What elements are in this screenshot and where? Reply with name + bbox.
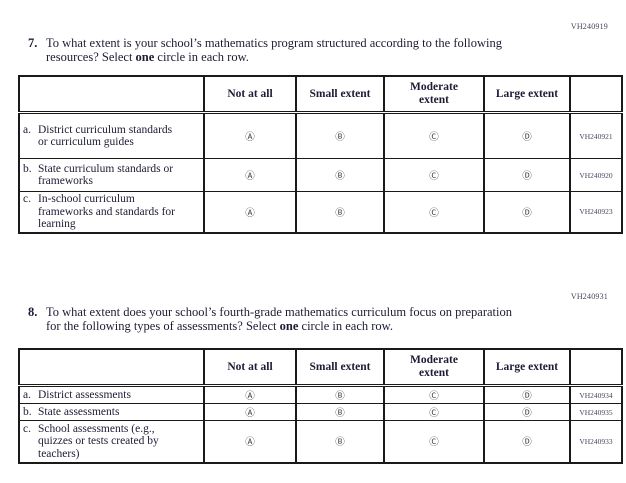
option-circle-a[interactable]: Ⓐ bbox=[203, 158, 297, 192]
circled-a-icon: Ⓐ bbox=[245, 172, 255, 182]
question-8-code: VH240931 bbox=[570, 292, 608, 301]
option-circle-c[interactable]: Ⓒ bbox=[383, 403, 485, 421]
option-circle-d[interactable]: Ⓓ bbox=[483, 158, 571, 192]
row-label-cell: b. State curriculum standards or framewor… bbox=[18, 158, 205, 192]
table-row: b. State curriculum standards or framewor… bbox=[18, 158, 623, 192]
circled-c-icon: Ⓒ bbox=[429, 133, 439, 143]
header-not-at-all: Not at all bbox=[203, 348, 297, 387]
circled-b-icon: Ⓑ bbox=[335, 409, 345, 419]
row-label-cell: b. State assessments bbox=[18, 403, 205, 421]
option-circle-c[interactable]: Ⓒ bbox=[383, 385, 485, 404]
table-row: a. District assessments Ⓐ Ⓑ Ⓒ Ⓓ VH240934 bbox=[18, 385, 623, 404]
row-label-cell: a. District assessments bbox=[18, 385, 205, 404]
circled-a-icon: Ⓐ bbox=[245, 409, 255, 419]
header-large-extent: Large extent bbox=[483, 348, 571, 387]
circled-d-icon: Ⓓ bbox=[522, 438, 532, 449]
header-moderate-extent: Moderate extent bbox=[383, 75, 485, 114]
circled-b-icon: Ⓑ bbox=[335, 133, 345, 143]
option-circle-b[interactable]: Ⓑ bbox=[295, 403, 385, 421]
row-code: VH240933 bbox=[569, 420, 623, 463]
circled-c-icon: Ⓒ bbox=[429, 392, 439, 402]
empty-header-code-cell bbox=[569, 348, 623, 387]
empty-header-cell bbox=[18, 348, 205, 387]
option-circle-c[interactable]: Ⓒ bbox=[383, 191, 485, 233]
option-circle-d[interactable]: Ⓓ bbox=[483, 191, 571, 233]
circled-b-icon: Ⓑ bbox=[335, 172, 345, 182]
circled-d-icon: Ⓓ bbox=[522, 172, 532, 182]
header-small-extent: Small extent bbox=[295, 75, 385, 114]
circled-d-icon: Ⓓ bbox=[522, 409, 532, 419]
header-not-at-all: Not at all bbox=[203, 75, 297, 114]
row-label-cell: c. School assessments (e.g., quizzes or t… bbox=[18, 420, 205, 463]
question-7-code: VH240919 bbox=[570, 22, 608, 31]
question-7-number: 7. bbox=[28, 36, 38, 50]
circled-b-icon: Ⓑ bbox=[335, 208, 345, 219]
question-7-table: Not at all Small extent Moderate extent … bbox=[18, 75, 623, 234]
circled-a-icon: Ⓐ bbox=[245, 208, 255, 219]
header-moderate-extent: Moderate extent bbox=[383, 348, 485, 387]
option-circle-b[interactable]: Ⓑ bbox=[295, 385, 385, 404]
option-circle-b[interactable]: Ⓑ bbox=[295, 158, 385, 192]
question-7: 7. To what extent is your school’s mathe… bbox=[28, 36, 514, 64]
option-circle-a[interactable]: Ⓐ bbox=[203, 385, 297, 404]
option-circle-c[interactable]: Ⓒ bbox=[383, 420, 485, 463]
question-8: 8. To what extent does your school’s fou… bbox=[28, 305, 514, 333]
table-row: b. State assessments Ⓐ Ⓑ Ⓒ Ⓓ VH240935 bbox=[18, 403, 623, 421]
option-circle-a[interactable]: Ⓐ bbox=[203, 191, 297, 233]
option-circle-b[interactable]: Ⓑ bbox=[295, 191, 385, 233]
option-circle-d[interactable]: Ⓓ bbox=[483, 403, 571, 421]
question-8-text-bold: one bbox=[279, 319, 299, 333]
question-7-text-bold: one bbox=[135, 50, 155, 64]
empty-header-cell bbox=[18, 75, 205, 114]
question-7-text-part2: circle in each row. bbox=[154, 50, 249, 64]
circled-c-icon: Ⓒ bbox=[429, 438, 439, 449]
table-row: a. District curriculum standards or curri… bbox=[18, 112, 623, 159]
option-circle-a[interactable]: Ⓐ bbox=[203, 403, 297, 421]
question-8-text-part2: circle in each row. bbox=[298, 319, 394, 333]
circled-c-icon: Ⓒ bbox=[429, 208, 439, 219]
header-large-extent: Large extent bbox=[483, 75, 571, 114]
question-8-number: 8. bbox=[28, 305, 38, 319]
circled-a-icon: Ⓐ bbox=[245, 133, 255, 143]
option-circle-c[interactable]: Ⓒ bbox=[383, 158, 485, 192]
row-code: VH240934 bbox=[569, 385, 623, 404]
header-small-extent: Small extent bbox=[295, 348, 385, 387]
question-8-table: Not at all Small extent Moderate extent … bbox=[18, 348, 623, 464]
circled-b-icon: Ⓑ bbox=[335, 392, 345, 402]
option-circle-a[interactable]: Ⓐ bbox=[203, 420, 297, 463]
circled-d-icon: Ⓓ bbox=[522, 392, 532, 402]
question-8-text-part1: To what extent does your school’s fourth… bbox=[46, 305, 512, 333]
row-code: VH240921 bbox=[569, 112, 623, 159]
table-row: c. School assessments (e.g., quizzes or t… bbox=[18, 420, 623, 463]
option-circle-a[interactable]: Ⓐ bbox=[203, 112, 297, 159]
circled-c-icon: Ⓒ bbox=[429, 172, 439, 182]
option-circle-c[interactable]: Ⓒ bbox=[383, 112, 485, 159]
row-label-cell: a. District curriculum standards or curri… bbox=[18, 112, 205, 159]
circled-c-icon: Ⓒ bbox=[429, 409, 439, 419]
option-circle-d[interactable]: Ⓓ bbox=[483, 112, 571, 159]
header-row: Not at all Small extent Moderate extent … bbox=[18, 348, 623, 387]
question-7-text: To what extent is your school’s mathemat… bbox=[46, 36, 514, 64]
circled-a-icon: Ⓐ bbox=[245, 392, 255, 402]
row-label-cell: c. In-school curriculum frameworks and st… bbox=[18, 191, 205, 233]
circled-b-icon: Ⓑ bbox=[335, 438, 345, 449]
row-code: VH240923 bbox=[569, 191, 623, 233]
row-code: VH240920 bbox=[569, 158, 623, 192]
question-8-text: To what extent does your school’s fourth… bbox=[46, 305, 514, 333]
option-circle-d[interactable]: Ⓓ bbox=[483, 420, 571, 463]
option-circle-b[interactable]: Ⓑ bbox=[295, 112, 385, 159]
table-row: c. In-school curriculum frameworks and st… bbox=[18, 191, 623, 233]
option-circle-d[interactable]: Ⓓ bbox=[483, 385, 571, 404]
row-code: VH240935 bbox=[569, 403, 623, 421]
question-7-text-part1: To what extent is your school’s mathemat… bbox=[46, 36, 502, 64]
empty-header-code-cell bbox=[569, 75, 623, 114]
circled-d-icon: Ⓓ bbox=[522, 208, 532, 219]
option-circle-b[interactable]: Ⓑ bbox=[295, 420, 385, 463]
header-row: Not at all Small extent Moderate extent … bbox=[18, 75, 623, 114]
circled-d-icon: Ⓓ bbox=[522, 133, 532, 143]
circled-a-icon: Ⓐ bbox=[245, 438, 255, 449]
